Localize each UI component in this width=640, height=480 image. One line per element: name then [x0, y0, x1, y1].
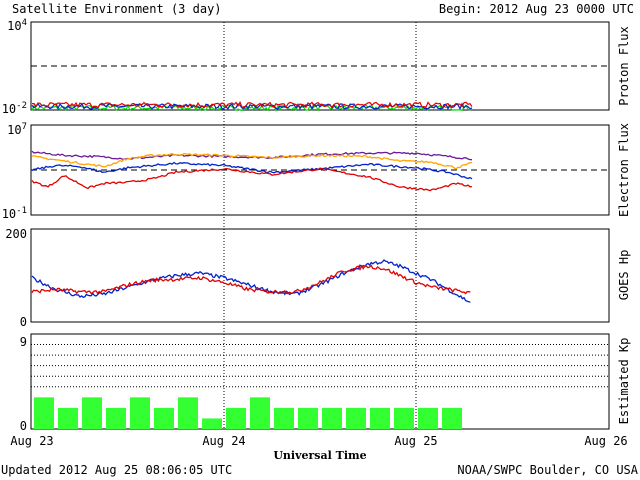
kp-bar — [178, 397, 198, 429]
credit: NOAA/SWPC Boulder, CO USA — [457, 463, 638, 477]
kp-bar — [442, 407, 462, 429]
goes-line-blue — [31, 259, 471, 303]
goes-ylabel: GOES Hp — [617, 250, 631, 301]
kp-ytick-top: 9 — [20, 335, 27, 349]
electron-line-orange — [31, 152, 473, 170]
kp-bar — [370, 407, 390, 429]
kp-ylabel: Estimated Kp — [617, 338, 631, 425]
kp-bar — [298, 407, 318, 429]
xtick-aug26: Aug 26 — [584, 434, 627, 448]
goes-line-red — [31, 264, 471, 295]
kp-bar — [322, 407, 342, 429]
updated-timestamp: Updated 2012 Aug 25 08:06:05 UTC — [1, 463, 232, 477]
panel-kp — [30, 333, 610, 430]
xtick-aug24: Aug 24 — [202, 434, 245, 448]
xtick-aug25: Aug 25 — [394, 434, 437, 448]
chart-title: Satellite Environment (3 day) — [12, 2, 222, 16]
kp-bar — [226, 407, 246, 429]
kp-bar — [82, 397, 102, 429]
proton-ytick-bottom: 10-2 — [2, 101, 27, 116]
xaxis-title: Universal Time — [273, 449, 366, 462]
goes-ytick-bottom: 0 — [20, 315, 27, 329]
kp-gridlines — [31, 344, 609, 388]
electron-ylabel: Electron Flux — [617, 123, 631, 217]
kp-bar — [202, 418, 222, 429]
kp-bar — [154, 407, 174, 429]
kp-bar — [346, 407, 366, 429]
kp-bar — [130, 397, 150, 429]
panel-goes — [30, 228, 610, 323]
kp-bar — [34, 397, 54, 429]
proton-ylabel: Proton Flux — [617, 26, 631, 105]
electron-line-red — [31, 167, 473, 192]
proton-line-red — [32, 100, 473, 109]
kp-bar — [106, 407, 126, 429]
xtick-aug23: Aug 23 — [10, 434, 53, 448]
kp-bar — [418, 407, 438, 429]
proton-line-green — [31, 103, 473, 112]
kp-ytick-bottom: 0 — [20, 419, 27, 433]
day-gridlines — [223, 22, 417, 429]
electron-ytick-bottom: 10-1 — [2, 206, 27, 221]
kp-bars — [34, 397, 462, 429]
electron-series — [31, 150, 473, 192]
proton-line-blue — [31, 102, 473, 111]
proton-ytick-top: 104 — [7, 18, 27, 33]
kp-bar — [58, 407, 78, 429]
goes-ytick-top: 200 — [5, 227, 27, 241]
proton-series — [31, 100, 473, 112]
kp-bar — [250, 397, 270, 429]
kp-bar — [394, 407, 414, 429]
goes-series — [31, 259, 471, 303]
electron-ytick-top: 107 — [7, 122, 27, 137]
electron-line-blue — [31, 161, 473, 180]
begin-time: Begin: 2012 Aug 23 0000 UTC — [439, 2, 634, 16]
kp-bar — [274, 407, 294, 429]
electron-line-purple — [31, 150, 473, 161]
